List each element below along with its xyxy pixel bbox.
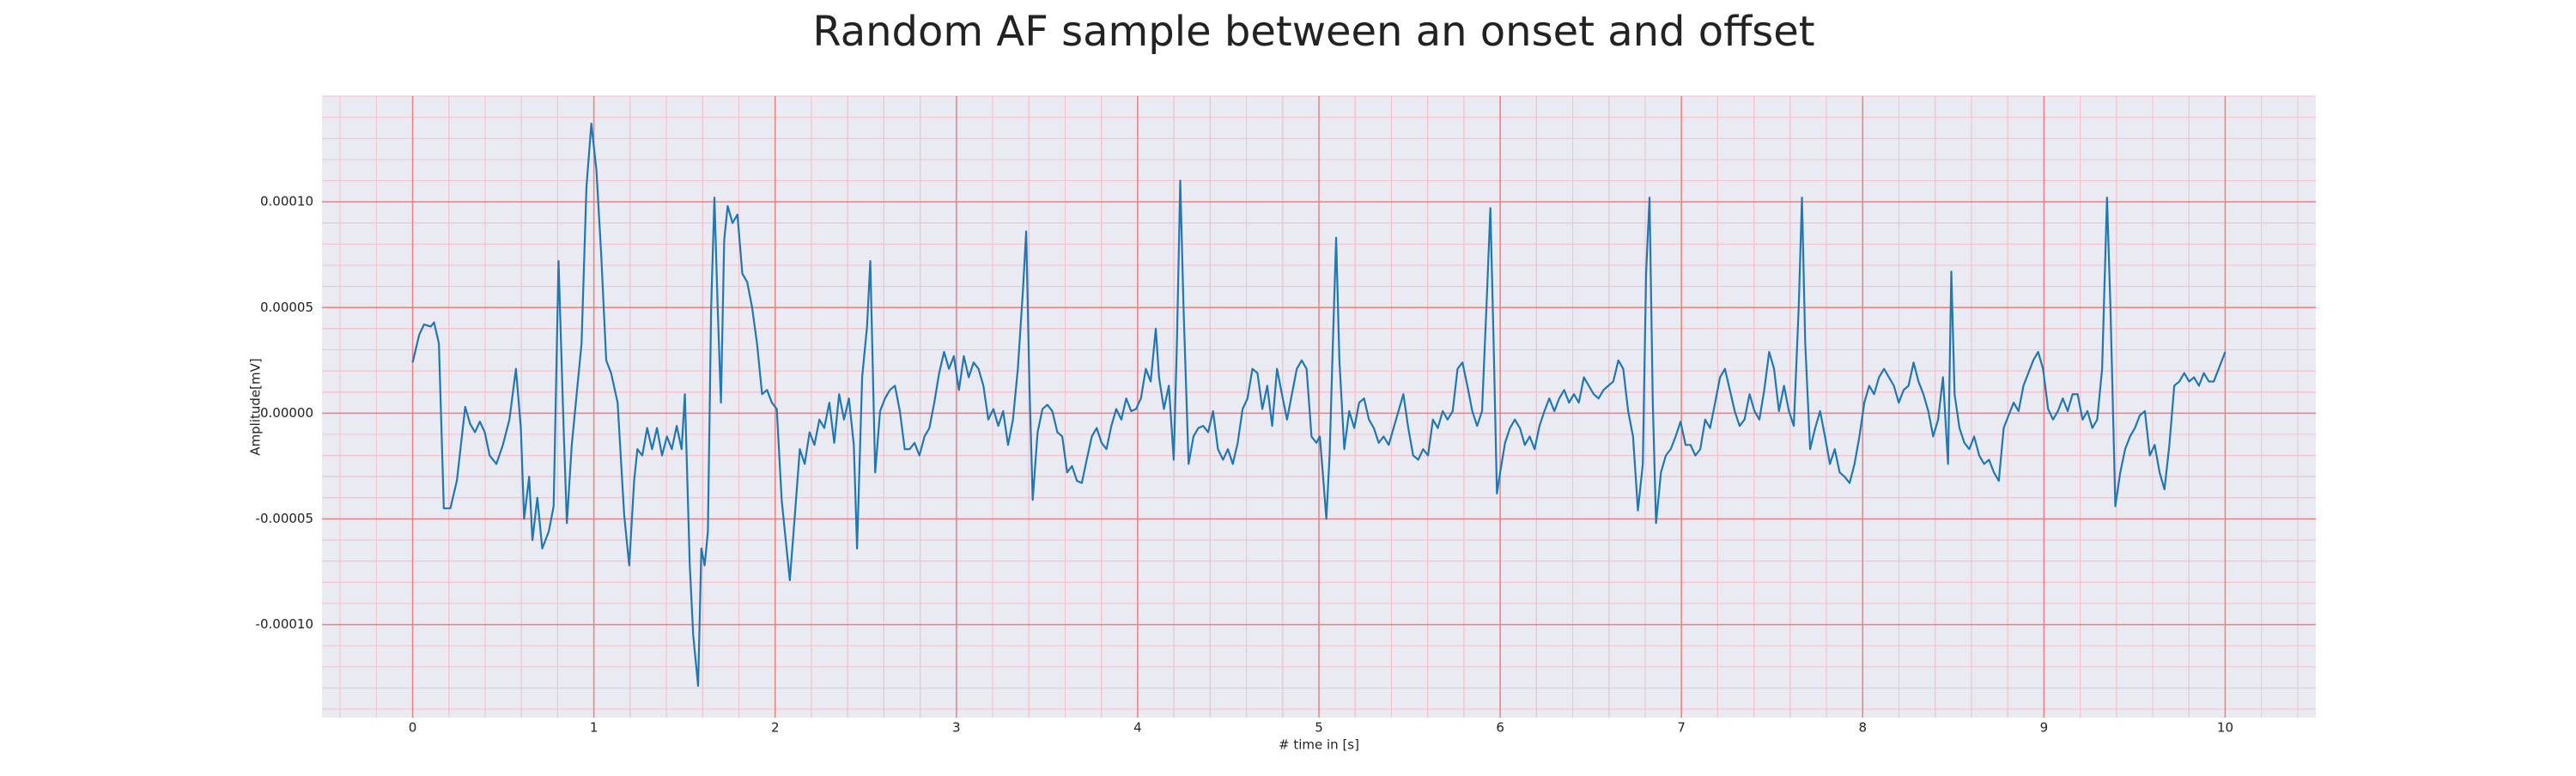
x-tick-label: 2 (771, 720, 780, 736)
chart-title: Random AF sample between an onset and of… (812, 8, 1814, 56)
y-tick-label: -0.00010 (256, 616, 313, 632)
x-tick-label: 0 (409, 720, 417, 736)
x-tick-label: 7 (1677, 720, 1686, 736)
x-tick-label: 10 (2217, 720, 2233, 736)
x-tick-label: 4 (1133, 720, 1142, 736)
x-tick-label: 1 (590, 720, 598, 736)
x-tick-label: 9 (2040, 720, 2049, 736)
x-tick-label: 3 (952, 720, 961, 736)
y-tick-label: 0.00005 (260, 300, 313, 315)
x-axis-label: # time in [s] (1279, 737, 1359, 753)
y-tick-label: -0.00005 (256, 511, 313, 526)
x-tick-label: 6 (1496, 720, 1504, 736)
y-tick-label: 0.00000 (260, 405, 313, 421)
y-tick-label: 0.00010 (260, 194, 313, 209)
x-tick-label: 8 (1858, 720, 1867, 736)
x-tick-label: 5 (1315, 720, 1323, 736)
y-axis-label: Amplitude[mV] (248, 358, 264, 455)
signal-line (411, 122, 2227, 688)
